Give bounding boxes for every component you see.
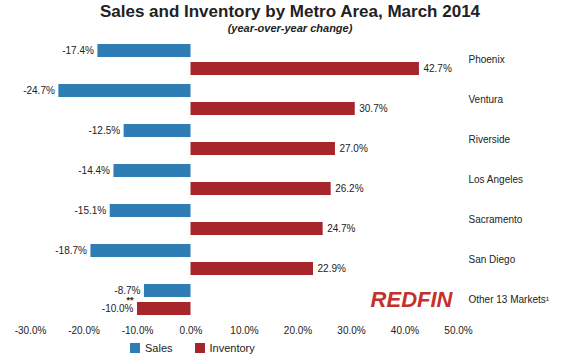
svg-text:Ventura: Ventura (469, 94, 504, 105)
svg-text:26.2%: 26.2% (335, 183, 363, 194)
svg-text:Other 13 Markets¹: Other 13 Markets¹ (469, 294, 550, 305)
svg-text:30.0%: 30.0% (337, 325, 365, 336)
svg-text:-24.7%: -24.7% (23, 85, 55, 96)
svg-text:42.7%: 42.7% (423, 63, 451, 74)
svg-text:-15.1%: -15.1% (75, 205, 107, 216)
svg-text:Los Angeles: Los Angeles (469, 174, 524, 185)
svg-text:-20.0%: -20.0% (68, 325, 100, 336)
svg-text:-17.4%: -17.4% (62, 45, 94, 56)
svg-text:22.9%: 22.9% (318, 263, 346, 274)
svg-text:0.0%: 0.0% (180, 325, 203, 336)
svg-text:Sacramento: Sacramento (469, 214, 523, 225)
svg-text:40.0%: 40.0% (391, 325, 419, 336)
html-text:Sales: Sales (145, 342, 173, 354)
svg-text:24.7%: 24.7% (327, 223, 355, 234)
svg-text:30.7%: 30.7% (359, 103, 387, 114)
svg-text:-30.0%: -30.0% (15, 325, 47, 336)
svg-text:**: ** (126, 295, 134, 305)
html-text:(year-over-year change): (year-over-year change) (227, 22, 353, 34)
html-text:Sales and Inventory by Metro A: Sales and Inventory by Metro Area, March… (99, 2, 481, 21)
svg-text:20.0%: 20.0% (284, 325, 312, 336)
svg-text:Riverside: Riverside (469, 134, 511, 145)
svg-text:10.0%: 10.0% (230, 325, 258, 336)
html-text:Inventory: Inventory (209, 342, 255, 354)
svg-text:-8.7%: -8.7% (114, 285, 141, 297)
svg-text:REDFIN: REDFIN (371, 287, 454, 312)
svg-text:27.0%: 27.0% (339, 143, 367, 154)
svg-text:-18.7%: -18.7% (55, 245, 87, 256)
svg-text:-10.0%: -10.0% (101, 303, 134, 315)
svg-text:50.0%: 50.0% (444, 325, 472, 336)
svg-text:-10.0%: -10.0% (122, 325, 154, 336)
svg-text:San Diego: San Diego (469, 254, 516, 265)
svg-text:-14.4%: -14.4% (78, 165, 110, 176)
svg-text:-12.5%: -12.5% (88, 125, 120, 136)
svg-text:Phoenix: Phoenix (469, 54, 505, 65)
